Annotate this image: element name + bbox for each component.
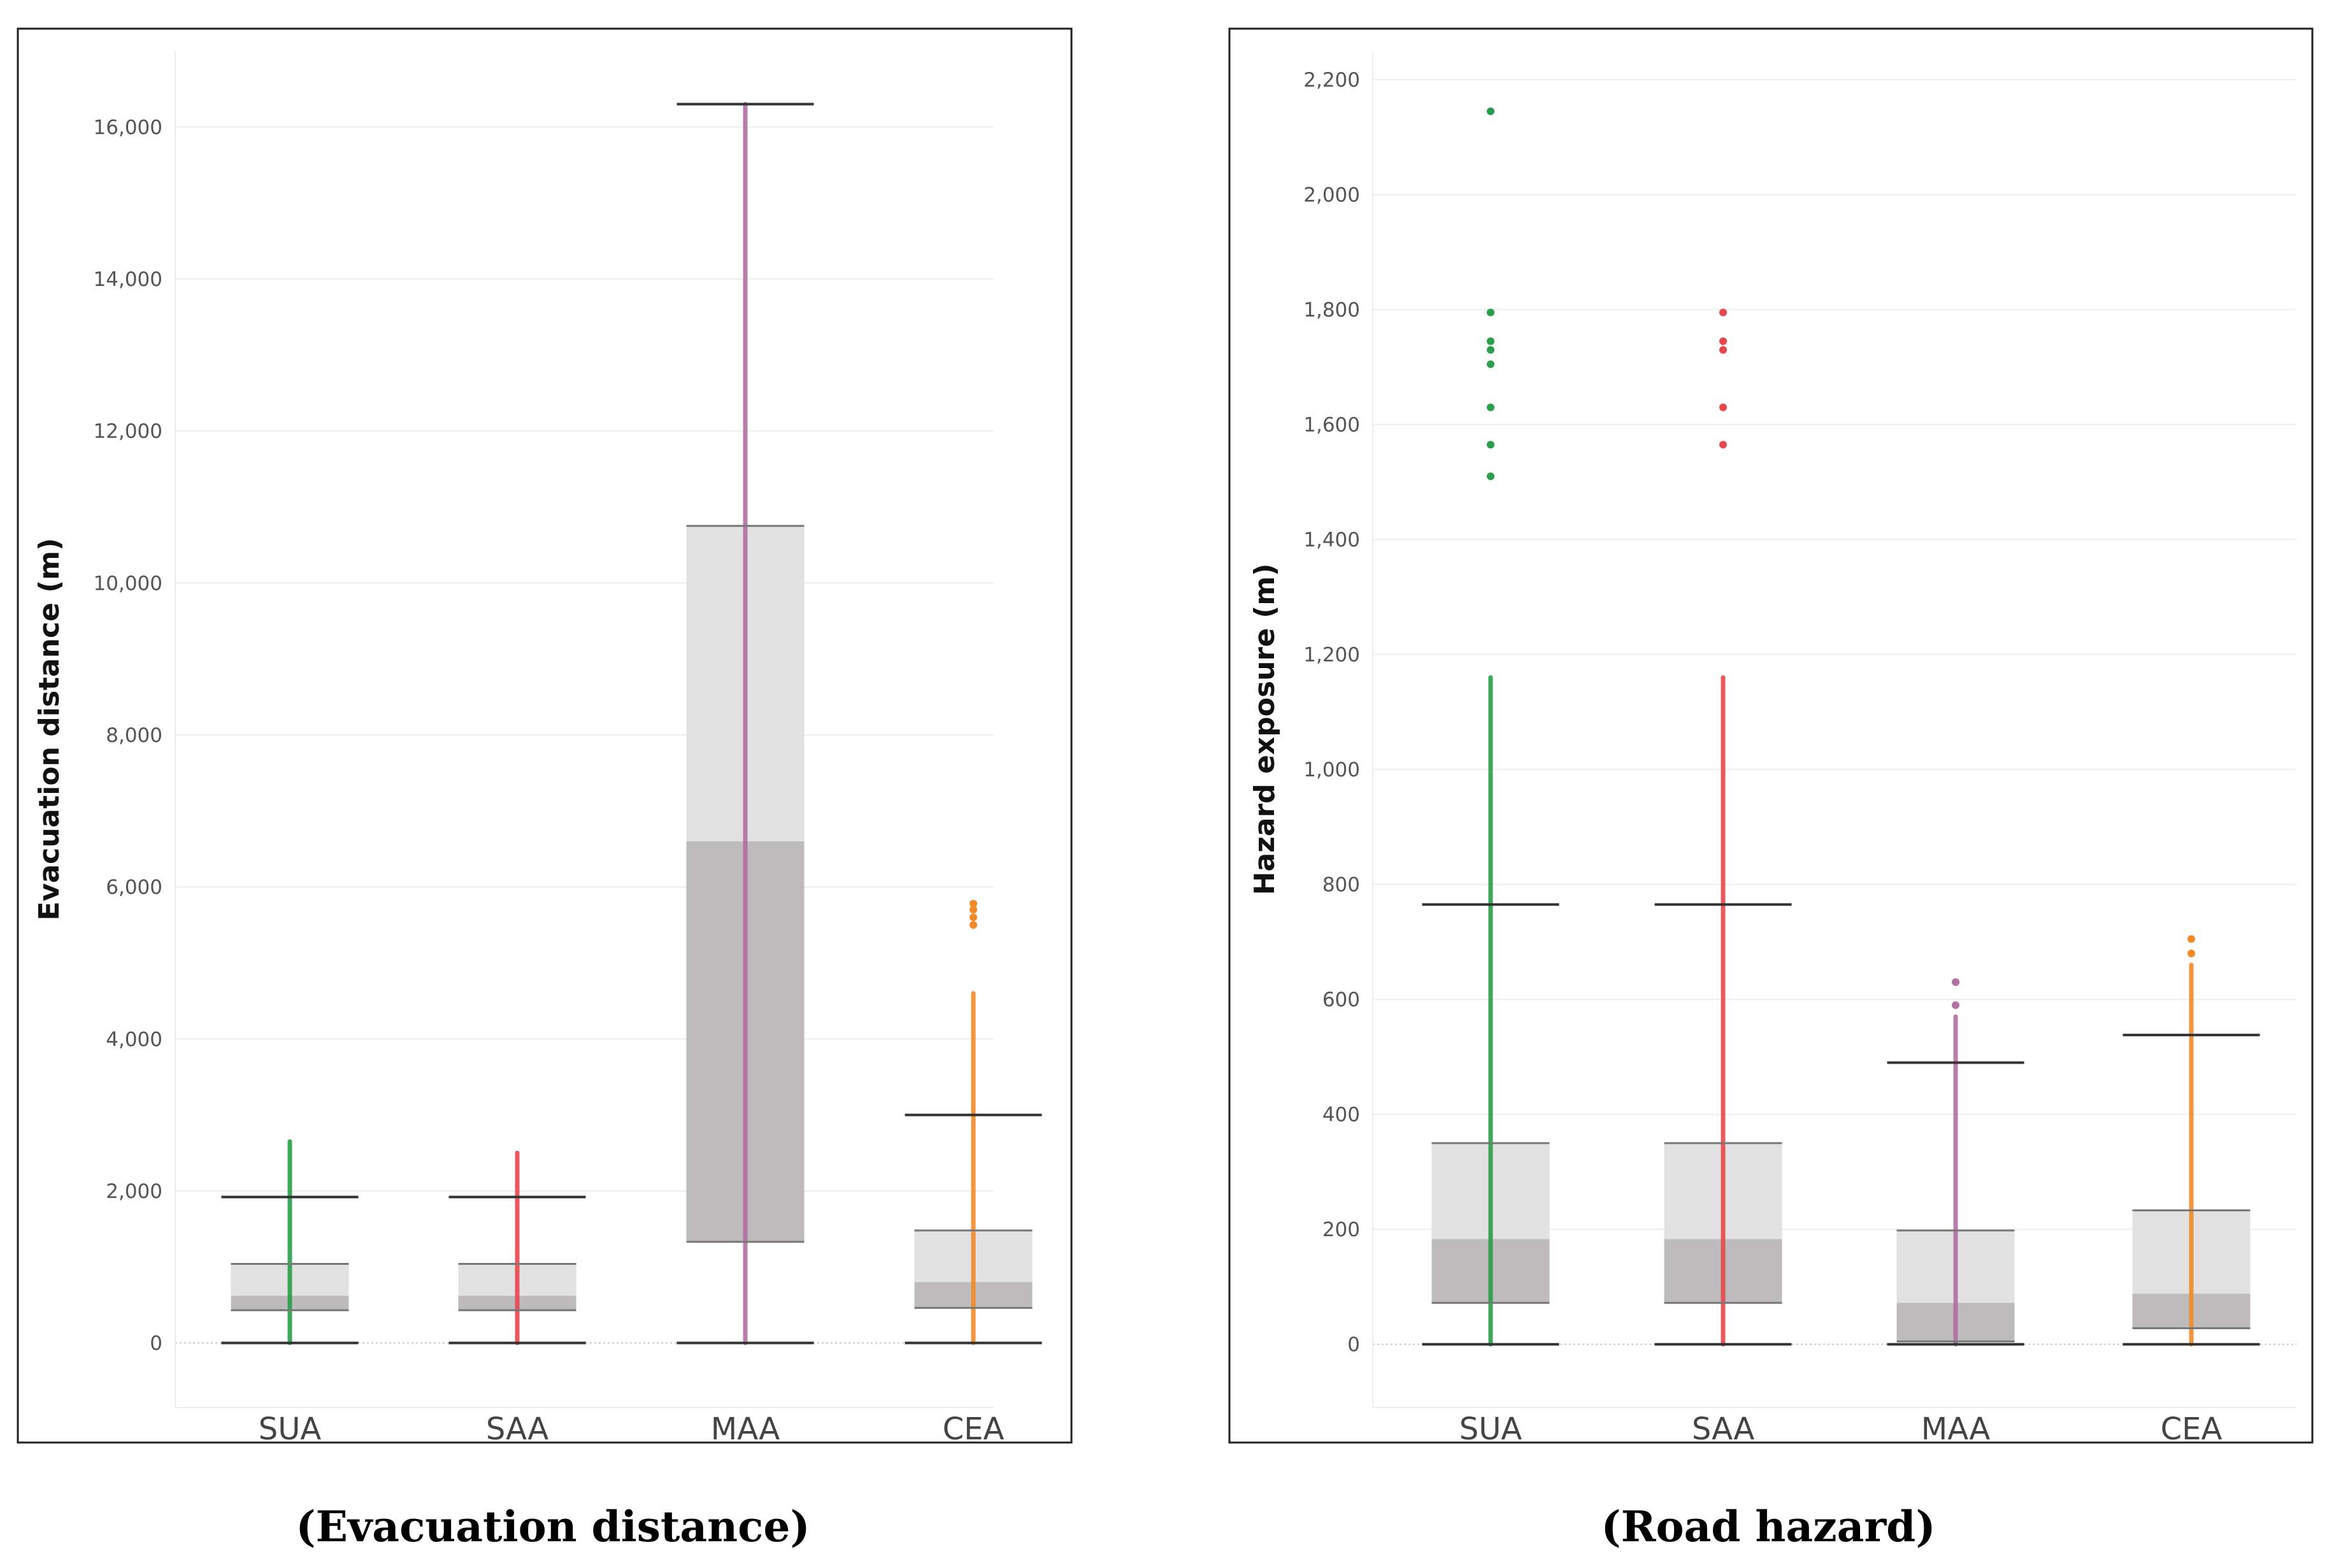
box-cea [905, 899, 1042, 1346]
road-hazard-chart: 0 200 400 600 800 1,000 1,200 1,400 1,600 1,800 2,… [1228, 27, 2314, 1551]
outlier-point [1952, 1001, 1959, 1009]
y-axis-label: Evacuation distance (m) [33, 538, 66, 921]
x-tick-label: SAA [1692, 1411, 1755, 1447]
outlier-point [1487, 346, 1494, 354]
outlier-point [1719, 441, 1727, 449]
y-tick-label: 1,800 [1303, 299, 1360, 322]
evacuation-distance-chart: 0 2,000 4,000 6,000 8,000 10,000 12,000 14,000 1… [17, 27, 1073, 1551]
y-tick-label: 600 [1322, 988, 1360, 1011]
box-maa [677, 102, 814, 1346]
chart-frame [1228, 27, 2314, 1444]
outlier-point [1487, 308, 1494, 317]
y-tick-label: 1,200 [1303, 644, 1360, 667]
outlier-point [1487, 472, 1494, 480]
y-tick-label: 14,000 [94, 268, 162, 291]
y-tick-label: 12,000 [94, 420, 162, 443]
y-tick-label: 2,000 [1303, 184, 1360, 207]
box-sua [1422, 107, 1559, 1347]
outlier-point [1487, 403, 1494, 411]
y-tick-label: 400 [1322, 1104, 1360, 1127]
box-sua [221, 1139, 359, 1346]
outlier-point [1719, 308, 1727, 317]
x-tick-label: MAA [1921, 1411, 1991, 1447]
y-tick-label: 16,000 [94, 116, 162, 139]
box-saa [448, 1150, 586, 1346]
y-tick-label: 2,200 [1303, 69, 1360, 92]
y-tick-label: 0 [150, 1332, 162, 1355]
y-tick-label: 4,000 [106, 1028, 162, 1051]
outlier-point [970, 913, 977, 922]
outlier-point [1719, 337, 1727, 345]
x-tick-label: CEA [943, 1411, 1005, 1447]
outlier-point [1487, 107, 1494, 115]
box-cea [2123, 935, 2260, 1347]
y-tick-label: 1,600 [1303, 414, 1360, 437]
chart-frame [17, 27, 1073, 1444]
y-tick-label: 800 [1322, 874, 1360, 897]
outlier-point [2187, 949, 2195, 957]
y-axis-label: Hazard exposure (m) [1249, 564, 1281, 895]
y-tick-label: 1,400 [1303, 529, 1360, 552]
y-tick-label: 1,000 [1303, 759, 1360, 781]
x-tick-label: SUA [259, 1411, 322, 1447]
y-tick-label: 2,000 [106, 1180, 162, 1203]
outlier-point [1719, 403, 1727, 411]
outlier-point [1487, 360, 1494, 368]
x-tick-label: SAA [486, 1411, 549, 1447]
x-tick-label: SUA [1459, 1411, 1522, 1447]
chart-caption: (Evacuation distance) [296, 1502, 810, 1551]
outlier-point [1487, 441, 1494, 449]
y-tick-label: 10,000 [94, 572, 162, 595]
outlier-point [2187, 935, 2195, 943]
y-tick-label: 0 [1347, 1334, 1360, 1357]
outlier-point [970, 899, 977, 908]
x-tick-label: CEA [2161, 1411, 2223, 1447]
box-maa [1887, 978, 2024, 1347]
y-tick-label: 200 [1322, 1218, 1360, 1241]
chart-caption: (Road hazard) [1601, 1502, 1935, 1551]
y-tick-label: 6,000 [106, 876, 162, 899]
outlier-point [970, 921, 977, 929]
outlier-point [970, 906, 977, 914]
outlier-point [1719, 346, 1727, 354]
box-saa [1654, 308, 1792, 1347]
outlier-point [1487, 337, 1494, 345]
outlier-point [1952, 978, 1959, 987]
y-tick-label: 8,000 [106, 724, 162, 747]
x-tick-label: MAA [711, 1411, 780, 1447]
